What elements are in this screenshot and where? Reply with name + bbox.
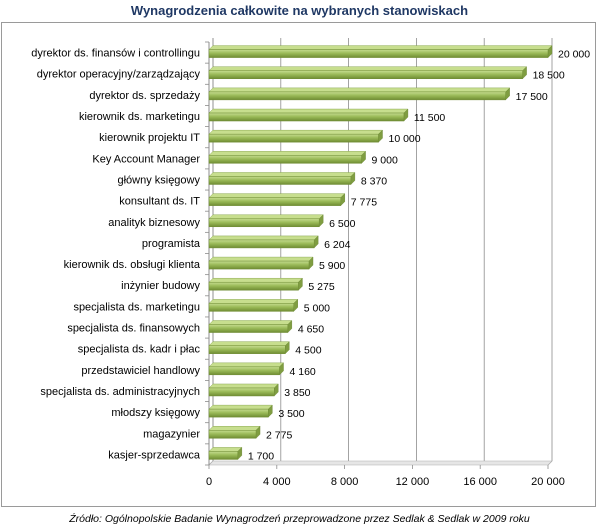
bar-top — [208, 383, 279, 389]
bar — [208, 345, 286, 354]
bar — [208, 430, 257, 439]
x-tick-label: 8 000 — [331, 476, 359, 488]
bar — [208, 176, 352, 185]
category-label: kierownik projektu IT — [99, 132, 200, 144]
bar — [208, 303, 294, 312]
bar — [208, 451, 239, 460]
bar-top — [208, 193, 346, 198]
bar-value-label: 11 500 — [414, 112, 445, 124]
bar — [208, 197, 342, 206]
chart-floor — [208, 460, 553, 466]
bar-top — [208, 299, 299, 304]
bar-top — [208, 45, 553, 50]
category-label: inżynier budowy — [121, 280, 200, 292]
bar-value-label: 2 775 — [266, 429, 292, 441]
bar — [208, 70, 523, 79]
bar-top — [208, 129, 383, 135]
bar-top — [208, 404, 273, 410]
labels: 0 4 000 8 000 12 000 16 000 20 000 20 000 dyrek… — [31, 48, 590, 488]
bar — [208, 324, 289, 333]
bar-value-label: 3 500 — [278, 408, 304, 420]
bar-top — [208, 108, 409, 114]
bar-value-label: 6 204 — [324, 239, 350, 251]
category-label: specjalista ds. finansowych — [67, 323, 200, 335]
category-label: magazynier — [143, 428, 200, 440]
bar-top — [208, 172, 356, 177]
category-label: specjalista ds. kadr i płac — [78, 344, 201, 356]
bar-value-label: 7 775 — [351, 197, 377, 209]
category-label: dyrektor ds. finansów i controllingu — [31, 48, 200, 60]
bar-value-label: 9 000 — [372, 154, 398, 166]
category-label: dyrektor operacyjny/zarządzający — [37, 69, 201, 81]
bar-top — [208, 341, 290, 346]
bar-top — [208, 278, 303, 283]
bar-value-label: 1 700 — [248, 450, 274, 462]
category-label: dyrektor ds. sprzedaży — [89, 90, 200, 102]
bar-top — [208, 320, 293, 325]
bar — [208, 281, 299, 291]
source-note: Źródło: Ogólnopolskie Badanie Wynagrodze… — [69, 513, 530, 525]
x-tick-label: 16 000 — [463, 476, 497, 488]
bar — [208, 366, 280, 376]
x-tick-label: 12 000 — [396, 476, 430, 488]
bar — [208, 239, 315, 249]
category-label: analityk biznesowy — [108, 217, 200, 229]
bar — [208, 387, 275, 397]
category-label: konsultant ds. IT — [119, 196, 200, 208]
category-label: specjalista ds. marketingu — [73, 301, 200, 313]
bar-value-label: 17 500 — [516, 91, 548, 103]
bar — [208, 112, 405, 122]
bar-value-label: 10 000 — [389, 133, 421, 145]
bar-value-label: 4 160 — [290, 366, 316, 378]
bar-value-label: 8 370 — [361, 175, 387, 187]
bar — [208, 218, 320, 228]
bar-top — [208, 256, 314, 262]
bar-top — [208, 66, 528, 71]
category-label: młodszy księgowy — [111, 407, 200, 419]
category-label: Key Account Manager — [92, 153, 200, 165]
bar-top — [208, 214, 324, 219]
bar — [208, 155, 362, 164]
bar-top — [208, 447, 243, 452]
category-label: kierownik ds. obsługi klienta — [64, 259, 201, 271]
x-tick-label: 4 000 — [263, 476, 291, 488]
category-label: programista — [142, 238, 201, 250]
category-label: kierownik ds. marketingu — [79, 111, 200, 123]
x-tick-label: 0 — [206, 476, 212, 488]
bars — [208, 45, 553, 460]
bar-top — [208, 426, 261, 431]
bar-top — [208, 235, 319, 241]
gridlines — [208, 38, 553, 466]
bar — [208, 260, 310, 270]
bar-value-label: 18 500 — [533, 70, 565, 82]
bar-top — [208, 87, 511, 93]
bar-top — [208, 362, 284, 368]
category-label: kasjer-sprzedawca — [108, 449, 201, 461]
bar-top — [208, 151, 367, 156]
x-tick-label: 20 000 — [531, 476, 565, 488]
chart-title: Wynagrodzenia całkowite na wybranych sta… — [130, 3, 469, 18]
bar — [208, 408, 269, 418]
category-label: specjalista ds. administracyjnych — [40, 386, 200, 398]
bar-value-label: 4 500 — [295, 345, 321, 357]
bar-value-label: 6 500 — [329, 218, 355, 230]
bar-value-label: 20 000 — [558, 49, 590, 61]
bar-value-label: 4 650 — [298, 324, 324, 336]
category-label: główny księgowy — [117, 174, 200, 186]
bar — [208, 49, 549, 58]
bar — [208, 133, 379, 143]
category-label: przedstawiciel handlowy — [81, 365, 200, 377]
bar-value-label: 3 850 — [284, 387, 310, 399]
axes — [205, 38, 553, 469]
bar — [208, 91, 506, 101]
bar-value-label: 5 000 — [304, 302, 330, 314]
bar-value-label: 5 900 — [319, 260, 345, 272]
bar-value-label: 5 275 — [308, 281, 334, 293]
